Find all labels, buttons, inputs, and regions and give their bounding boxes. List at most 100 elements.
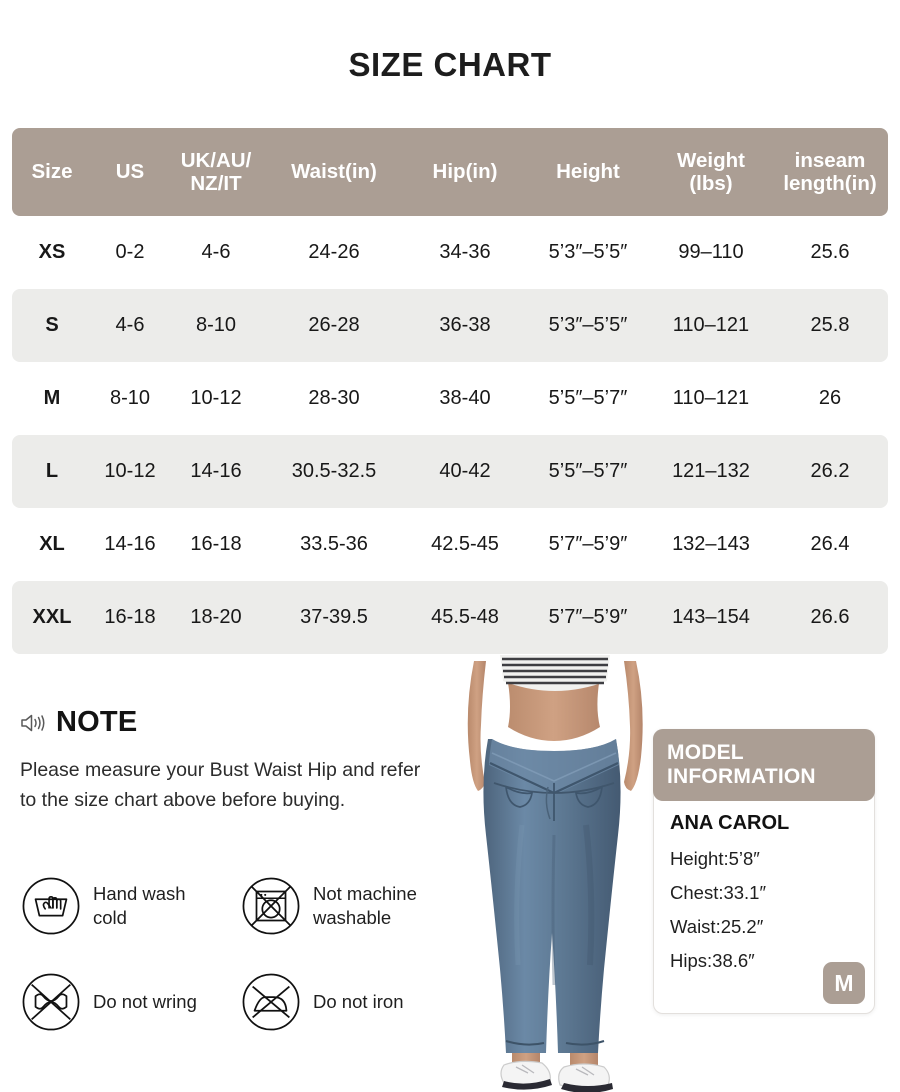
model-photo (430, 655, 680, 1092)
cell-waist: 28-30 (308, 387, 360, 409)
cell-uk: 16-18 (190, 533, 242, 555)
care-label-line2: cold (93, 907, 127, 928)
cell-inseam: 26.4 (810, 533, 850, 555)
header-weight-line1: Weight (677, 148, 745, 172)
header-inseam: inseam length(in) (772, 149, 888, 196)
care-instructions: Hand wash cold Not machine washable (22, 858, 472, 1050)
care-label: Do not wring (93, 990, 197, 1014)
model-spec-chest: Chest:33.1″ (670, 882, 767, 903)
cell-height: 5’3″–5’5″ (548, 241, 628, 263)
cell-waist: 37-39.5 (300, 606, 368, 628)
header-hip: Hip(in) (432, 160, 498, 184)
model-spec-hips: Hips:38.6″ (670, 950, 755, 971)
care-label: Do not iron (313, 990, 404, 1014)
no-machine-wash-icon (242, 877, 300, 935)
model-spec-waist: Waist:25.2″ (670, 916, 764, 937)
table-row: M 8-10 10-12 28-30 38-40 5’5″–5’7″ 110–1… (12, 362, 888, 435)
page-title: SIZE CHART (348, 46, 552, 83)
model-card-header-line2: INFORMATION (667, 765, 816, 789)
cell-waist: 33.5-36 (300, 533, 368, 555)
header-uk-au-nz-it: UK/AU/ NZ/IT (168, 149, 264, 196)
cell-us: 4-6 (115, 314, 145, 336)
cell-us: 8-10 (109, 387, 151, 409)
care-label-line1: Not machine (313, 882, 417, 904)
table-row: XS 0-2 4-6 24-26 34-36 5’3″–5’5″ 99–110 … (12, 216, 888, 289)
cell-size: L (45, 460, 59, 482)
cell-weight: 110–121 (672, 314, 750, 336)
cell-size: XL (39, 533, 65, 555)
cell-uk: 14-16 (190, 460, 242, 482)
note-body: Please measure your Bust Waist Hip and r… (20, 759, 421, 812)
care-item: Not machine washable (242, 858, 462, 954)
cell-size: XS (38, 241, 66, 263)
cell-hip: 40-42 (439, 460, 491, 482)
cell-size: M (43, 387, 61, 409)
cell-inseam: 26.6 (810, 606, 850, 628)
cell-weight: 132–143 (672, 533, 750, 555)
header-inseam-line2: length(in) (783, 172, 877, 195)
cell-inseam: 25.6 (810, 241, 850, 263)
header-size: Size (31, 160, 73, 184)
cell-uk: 10-12 (190, 387, 242, 409)
cell-us: 14-16 (104, 533, 156, 555)
do-not-iron-icon (242, 973, 300, 1031)
care-label: Hand wash cold (93, 882, 186, 930)
cell-us: 10-12 (104, 460, 156, 482)
model-name: ANA CAROL (670, 812, 790, 834)
cell-size: XXL (32, 606, 72, 628)
do-not-wring-icon (22, 973, 80, 1031)
model-size-badge: M (823, 962, 865, 1004)
model-photo-illustration (467, 655, 643, 1092)
table-header-row: Size US UK/AU/ NZ/IT Waist(in) Hip(in) H… (12, 128, 888, 216)
cell-height: 5’5″–5’7″ (548, 460, 628, 482)
care-item: Do not iron (242, 954, 462, 1050)
model-card-body: ANA CAROL Height:5’8″ Chest:33.1″ Waist:… (670, 812, 866, 984)
model-card-header-line1: MODEL (667, 741, 744, 764)
cell-height: 5’7″–5’9″ (548, 533, 628, 555)
cell-inseam: 26.2 (810, 460, 850, 482)
care-item: Hand wash cold (22, 858, 242, 954)
cell-us: 0-2 (115, 241, 145, 263)
cell-waist: 24-26 (308, 241, 360, 263)
table-row: XL 14-16 16-18 33.5-36 42.5-45 5’7″–5’9″… (12, 508, 888, 581)
note-header: NOTE (20, 706, 470, 739)
cell-size: S (45, 314, 59, 336)
care-label: Not machine washable (313, 882, 417, 930)
cell-uk: 8-10 (195, 314, 237, 336)
header-waist: Waist(in) (291, 160, 377, 184)
header-height: Height (556, 160, 620, 184)
cell-hip: 42.5-45 (431, 533, 499, 555)
size-chart-table: Size US UK/AU/ NZ/IT Waist(in) Hip(in) H… (12, 128, 888, 654)
note-section: NOTE Please measure your Bust Waist Hip … (20, 706, 470, 815)
cell-hip: 36-38 (439, 314, 491, 336)
care-label-line2: washable (313, 907, 392, 928)
cell-waist: 30.5-32.5 (291, 460, 377, 482)
table-row: S 4-6 8-10 26-28 36-38 5’3″–5’5″ 110–121… (12, 289, 888, 362)
care-label-line1: Hand wash (93, 882, 186, 904)
header-uk-line1: UK/AU/ (180, 148, 252, 172)
cell-weight: 143–154 (672, 606, 750, 628)
hand-wash-icon (22, 877, 80, 935)
note-title: NOTE (56, 706, 138, 738)
model-card-header: MODEL INFORMATION (653, 729, 875, 801)
cell-uk: 4-6 (201, 241, 231, 263)
cell-waist: 26-28 (308, 314, 360, 336)
header-weight: Weight (lbs) (650, 149, 772, 196)
model-spec-height: Height:5’8″ (670, 848, 760, 869)
care-label-line1: Do not iron (313, 990, 404, 1012)
cell-weight: 99–110 (678, 241, 744, 263)
cell-uk: 18-20 (190, 606, 242, 628)
header-weight-line2: (lbs) (689, 172, 733, 195)
speaker-icon (21, 714, 45, 731)
cell-weight: 110–121 (672, 387, 750, 409)
care-label-line1: Do not wring (93, 990, 197, 1012)
cell-inseam: 26 (818, 387, 842, 409)
header-inseam-line1: inseam (794, 148, 866, 172)
cell-hip: 34-36 (439, 241, 491, 263)
cell-height: 5’7″–5’9″ (548, 606, 628, 628)
table-row: XXL 16-18 18-20 37-39.5 45.5-48 5’7″–5’9… (12, 581, 888, 654)
cell-inseam: 25.8 (810, 314, 850, 336)
care-item: Do not wring (22, 954, 242, 1050)
table-row: L 10-12 14-16 30.5-32.5 40-42 5’5″–5’7″ … (12, 435, 888, 508)
